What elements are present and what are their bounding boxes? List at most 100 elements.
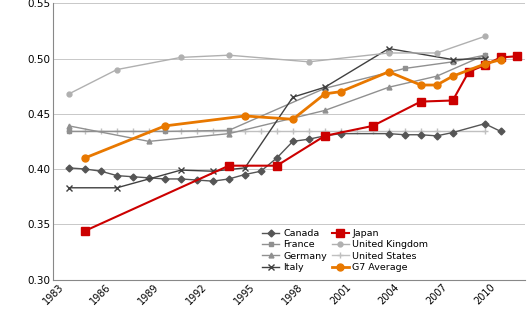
United States [66, 129, 72, 133]
G7 Average [82, 156, 88, 160]
Germany [146, 139, 152, 143]
United States [449, 129, 456, 133]
Canada [226, 177, 232, 181]
France [322, 86, 328, 90]
Japan [82, 229, 88, 233]
Canada [66, 166, 72, 170]
Japan [482, 63, 488, 67]
Italy [290, 95, 296, 99]
G7 Average [242, 114, 248, 118]
Line: Italy: Italy [66, 46, 488, 191]
Japan [418, 100, 424, 104]
Line: Canada: Canada [67, 121, 503, 184]
Germany [386, 85, 392, 89]
Italy [482, 57, 488, 60]
G7 Average [322, 92, 328, 96]
Germany [434, 74, 440, 78]
Italy [242, 166, 248, 170]
Italy [66, 186, 72, 190]
Japan [273, 164, 280, 168]
G7 Average [449, 74, 456, 78]
Canada [98, 169, 104, 173]
United States [114, 129, 120, 133]
United States [322, 129, 328, 133]
G7 Average [338, 90, 344, 94]
Canada [242, 173, 248, 176]
Japan [498, 56, 504, 59]
Line: Germany: Germany [67, 53, 487, 144]
United Kingdom [226, 53, 232, 57]
United States [482, 129, 488, 133]
United States [146, 129, 152, 133]
Canada [434, 134, 440, 138]
Canada [418, 133, 424, 137]
France [162, 129, 168, 133]
Germany [66, 124, 72, 128]
United States [82, 129, 88, 133]
G7 Average [162, 124, 168, 128]
Canada [162, 177, 168, 181]
Canada [338, 132, 344, 136]
Canada [82, 167, 88, 171]
United Kingdom [306, 60, 312, 64]
Legend: Canada, France, Germany, Italy, Japan, United Kingdom, United States, G7 Average: Canada, France, Germany, Italy, Japan, U… [262, 229, 428, 272]
Italy [178, 168, 184, 172]
Canada [146, 176, 152, 180]
Canada [449, 131, 456, 135]
G7 Average [386, 70, 392, 74]
United Kingdom [386, 51, 392, 55]
G7 Average [418, 83, 424, 87]
Germany [226, 132, 232, 136]
United Kingdom [482, 34, 488, 38]
Germany [322, 109, 328, 112]
Italy [114, 186, 120, 190]
Japan [449, 98, 456, 102]
G7 Average [482, 62, 488, 66]
Japan [322, 134, 328, 138]
France [66, 129, 72, 133]
Canada [498, 129, 504, 133]
Line: France: France [67, 53, 487, 134]
Italy [386, 46, 392, 50]
Japan [514, 54, 520, 58]
Line: Japan: Japan [81, 52, 520, 235]
Japan [369, 124, 376, 128]
Canada [210, 179, 216, 183]
United States [226, 129, 232, 133]
United States [242, 129, 248, 133]
Germany [482, 53, 488, 57]
United States [354, 129, 360, 133]
Canada [386, 132, 392, 136]
United States [194, 129, 200, 133]
Canada [273, 156, 280, 160]
United States [369, 129, 376, 133]
United States [210, 129, 216, 133]
United States [130, 129, 136, 133]
United States [338, 129, 344, 133]
Japan [226, 164, 232, 168]
Canada [258, 169, 264, 173]
Italy [210, 169, 216, 173]
Line: United Kingdom: United Kingdom [67, 34, 487, 96]
Canada [402, 133, 408, 137]
United States [290, 129, 296, 133]
United States [162, 129, 168, 133]
United States [434, 129, 440, 133]
G7 Average [498, 58, 504, 61]
Italy [449, 58, 456, 61]
United States [306, 129, 312, 133]
United States [98, 129, 104, 133]
United States [178, 129, 184, 133]
Italy [322, 85, 328, 89]
Line: G7 Average: G7 Average [82, 56, 504, 162]
United States [402, 129, 408, 133]
United States [258, 129, 264, 133]
France [449, 60, 456, 64]
Canada [114, 174, 120, 177]
Canada [482, 122, 488, 126]
France [482, 53, 488, 57]
Canada [322, 134, 328, 138]
Line: United States: United States [66, 128, 488, 135]
Canada [130, 175, 136, 179]
Canada [290, 139, 296, 143]
